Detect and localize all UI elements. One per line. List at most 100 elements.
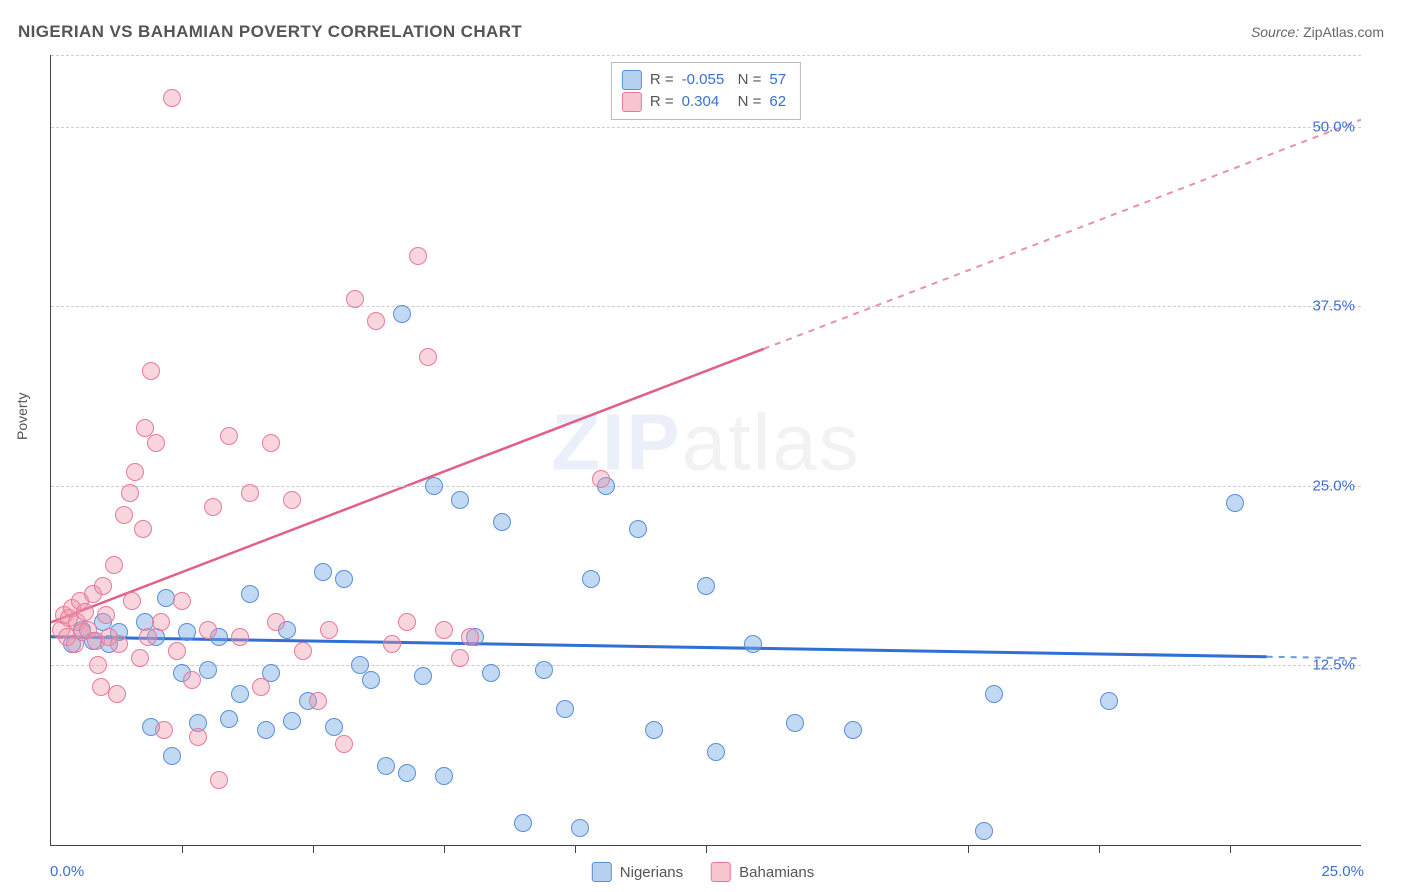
scatter-point [94, 577, 112, 595]
legend-row-pink: R = 0.304 N = 62 [622, 91, 786, 113]
trend-lines [51, 55, 1361, 845]
scatter-point [115, 506, 133, 524]
scatter-point [189, 728, 207, 746]
scatter-point [1100, 692, 1118, 710]
scatter-point [346, 290, 364, 308]
legend-item-nigerians: Nigerians [592, 862, 683, 882]
y-axis-label: Poverty [14, 393, 30, 440]
scatter-point [367, 312, 385, 330]
legend-r-pink: 0.304 [682, 91, 730, 113]
chart-title: NIGERIAN VS BAHAMIAN POVERTY CORRELATION… [18, 22, 522, 42]
x-axis-left-label: 0.0% [50, 863, 84, 880]
gridline [51, 55, 1361, 56]
scatter-point [294, 642, 312, 660]
legend-label-nigerians: Nigerians [620, 864, 683, 881]
source-prefix: Source: [1251, 24, 1299, 40]
scatter-point [383, 635, 401, 653]
scatter-point [142, 362, 160, 380]
scatter-point [451, 649, 469, 667]
legend-n-blue: 57 [769, 69, 786, 91]
scatter-point [393, 305, 411, 323]
scatter-point [134, 520, 152, 538]
scatter-point [398, 764, 416, 782]
scatter-point [231, 685, 249, 703]
scatter-point [414, 667, 432, 685]
scatter-point [335, 735, 353, 753]
legend-r-blue: -0.055 [682, 69, 730, 91]
scatter-point [220, 427, 238, 445]
scatter-point [204, 498, 222, 516]
scatter-point [199, 621, 217, 639]
scatter-point [252, 678, 270, 696]
scatter-point [419, 348, 437, 366]
scatter-point [97, 606, 115, 624]
scatter-point [409, 247, 427, 265]
scatter-point [425, 477, 443, 495]
scatter-point [314, 563, 332, 581]
scatter-point [320, 621, 338, 639]
x-tick [182, 845, 183, 853]
scatter-point [163, 89, 181, 107]
scatter-point [123, 592, 141, 610]
x-tick [1099, 845, 1100, 853]
source-label: Source: ZipAtlas.com [1251, 24, 1384, 40]
scatter-point [985, 685, 1003, 703]
scatter-point [435, 621, 453, 639]
swatch-pink [622, 92, 642, 112]
scatter-point [147, 434, 165, 452]
swatch-blue [622, 70, 642, 90]
scatter-point [89, 656, 107, 674]
x-tick [575, 845, 576, 853]
scatter-point [105, 556, 123, 574]
x-tick [968, 845, 969, 853]
scatter-point [451, 491, 469, 509]
scatter-point [377, 757, 395, 775]
scatter-point [975, 822, 993, 840]
x-tick [706, 845, 707, 853]
scatter-point [173, 592, 191, 610]
scatter-point [325, 718, 343, 736]
scatter-point [535, 661, 553, 679]
scatter-point [241, 484, 259, 502]
scatter-point [697, 577, 715, 595]
series-legend: Nigerians Bahamians [592, 862, 814, 882]
scatter-point [309, 692, 327, 710]
scatter-point [645, 721, 663, 739]
scatter-point [183, 671, 201, 689]
scatter-point [110, 635, 128, 653]
swatch-pink [711, 862, 731, 882]
gridline [51, 306, 1361, 307]
scatter-point [786, 714, 804, 732]
swatch-blue [592, 862, 612, 882]
scatter-point [231, 628, 249, 646]
y-tick-label: 37.5% [1312, 298, 1355, 315]
source-value: ZipAtlas.com [1303, 24, 1384, 40]
scatter-point [283, 712, 301, 730]
scatter-point [126, 463, 144, 481]
legend-r-label: R = [650, 69, 674, 91]
scatter-point [121, 484, 139, 502]
scatter-point [163, 747, 181, 765]
y-tick-label: 25.0% [1312, 477, 1355, 494]
scatter-point [744, 635, 762, 653]
gridline [51, 127, 1361, 128]
x-tick [313, 845, 314, 853]
scatter-point [178, 623, 196, 641]
scatter-point [199, 661, 217, 679]
legend-n-pink: 62 [769, 91, 786, 113]
scatter-point [210, 771, 228, 789]
scatter-point [262, 434, 280, 452]
legend-n-label: N = [738, 69, 762, 91]
legend-n-label: N = [738, 91, 762, 113]
scatter-point [482, 664, 500, 682]
scatter-point [707, 743, 725, 761]
scatter-point [1226, 494, 1244, 512]
scatter-point [435, 767, 453, 785]
x-tick [1230, 845, 1231, 853]
legend-label-bahamians: Bahamians [739, 864, 814, 881]
scatter-point [257, 721, 275, 739]
legend-row-blue: R = -0.055 N = 57 [622, 69, 786, 91]
scatter-point [362, 671, 380, 689]
scatter-point [76, 603, 94, 621]
watermark-zip: ZIP [551, 398, 681, 487]
